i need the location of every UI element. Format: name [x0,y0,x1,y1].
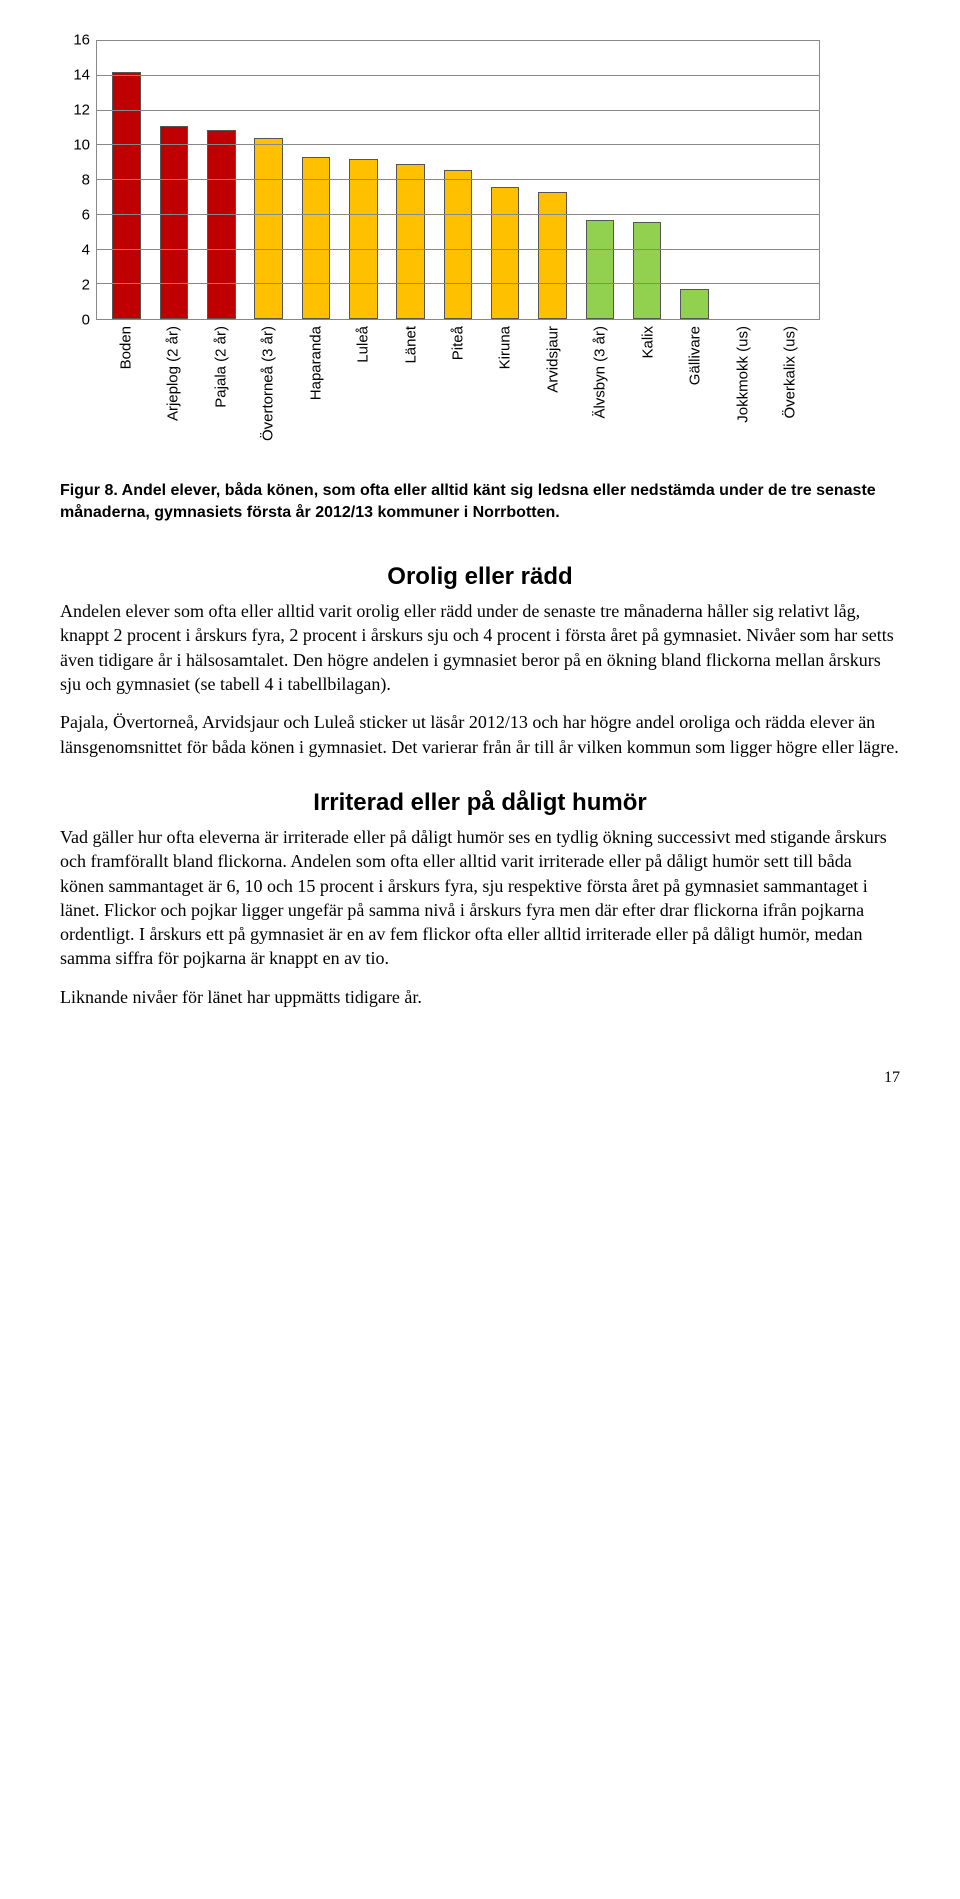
x-label-slot: Arvidsjaur [529,320,576,460]
x-label-slot: Jokkmokk (us) [719,320,766,460]
x-tick-label: Arjeplog (2 år) [165,326,182,421]
bar [633,222,661,319]
figure-caption: Figur 8. Andel elever, båda könen, som o… [60,480,900,523]
gridline [97,249,819,250]
x-label-slot: Länet [387,320,434,460]
y-tick-label: 16 [73,32,90,49]
x-tick-label: Haparanda [307,326,324,400]
y-tick-label: 8 [82,172,90,189]
bar-slot [718,41,765,319]
bar-slot [624,41,671,319]
bars-container [97,41,819,319]
chart-plot: 0246810121416 [60,40,820,320]
bar [302,157,330,319]
section2-p2: Liknande nivåer för länet har uppmätts t… [60,985,900,1009]
x-tick-label: Gällivare [687,326,704,385]
gridline [97,110,819,111]
bar-slot [150,41,197,319]
section1-p1: Andelen elever som ofta eller alltid var… [60,599,900,696]
bar-slot [529,41,576,319]
gridline [97,283,819,284]
section1-p2: Pajala, Övertorneå, Arvidsjaur och Luleå… [60,710,900,759]
bar-slot [434,41,481,319]
x-tick-label: Pajala (2 år) [212,326,229,408]
x-tick-label: Älvsbyn (3 år) [592,326,609,419]
bar-slot [198,41,245,319]
x-label-slot: Gällivare [672,320,719,460]
section-heading-orolig: Orolig eller rädd [60,563,900,591]
x-tick-label: Överkalix (us) [782,326,799,419]
section2-p1: Vad gäller hur ofta eleverna är irritera… [60,825,900,971]
bar [444,170,472,319]
x-label-slot: Älvsbyn (3 år) [577,320,624,460]
x-label-slot: Kalix [624,320,671,460]
bar-slot [482,41,529,319]
bar [160,126,188,319]
x-tick-label: Kalix [639,326,656,359]
bar [538,192,566,319]
bar [586,220,614,319]
x-label-slot: Luleå [339,320,386,460]
y-tick-label: 14 [73,67,90,84]
y-tick-label: 0 [82,312,90,329]
x-axis: Boden Arjeplog (2 år) Pajala (2 år) Övertor… [60,320,820,460]
x-tick-label: Kiruna [497,326,514,369]
x-tick-label: Jokkmokk (us) [734,326,751,423]
x-label-slot: Kiruna [482,320,529,460]
page-number: 17 [60,1069,900,1087]
bar [680,289,708,319]
bar-slot [576,41,623,319]
x-label-slot: Piteå [434,320,481,460]
y-tick-label: 2 [82,277,90,294]
y-tick-label: 4 [82,242,90,259]
bar [491,187,519,319]
bar-slot [292,41,339,319]
x-label-slot: Haparanda [292,320,339,460]
x-label-slot: Pajala (2 år) [197,320,244,460]
x-tick-label: Länet [402,326,419,364]
x-tick-label: Övertorneå (3 år) [260,326,277,441]
x-label-slot: Boden [102,320,149,460]
bar-slot [340,41,387,319]
x-label-slot: Överkalix (us) [767,320,814,460]
bar-slot [245,41,292,319]
x-label-slot: Arjeplog (2 år) [149,320,196,460]
gridline [97,179,819,180]
bar [254,138,282,319]
plot-area [96,40,820,320]
bar-slot [103,41,150,319]
y-axis: 0246810121416 [60,40,96,320]
bar [396,164,424,319]
x-tick-label: Luleå [355,326,372,363]
bar [349,159,377,319]
bar-slot [387,41,434,319]
gridline [97,75,819,76]
y-tick-label: 6 [82,207,90,224]
bar-chart: 0246810121416 BodenArjeplog (2 år)Pajala… [60,40,820,460]
bar-slot [766,41,813,319]
y-tick-label: 10 [73,137,90,154]
gridline [97,144,819,145]
section-heading-irriterad: Irriterad eller på dåligt humör [60,789,900,817]
y-tick-label: 12 [73,102,90,119]
bar-slot [671,41,718,319]
x-tick-label: Boden [117,326,134,369]
bar [207,130,235,319]
gridline [97,214,819,215]
x-tick-label: Piteå [450,326,467,360]
x-tick-label: Arvidsjaur [544,326,561,393]
x-label-slot: Övertorneå (3 år) [244,320,291,460]
